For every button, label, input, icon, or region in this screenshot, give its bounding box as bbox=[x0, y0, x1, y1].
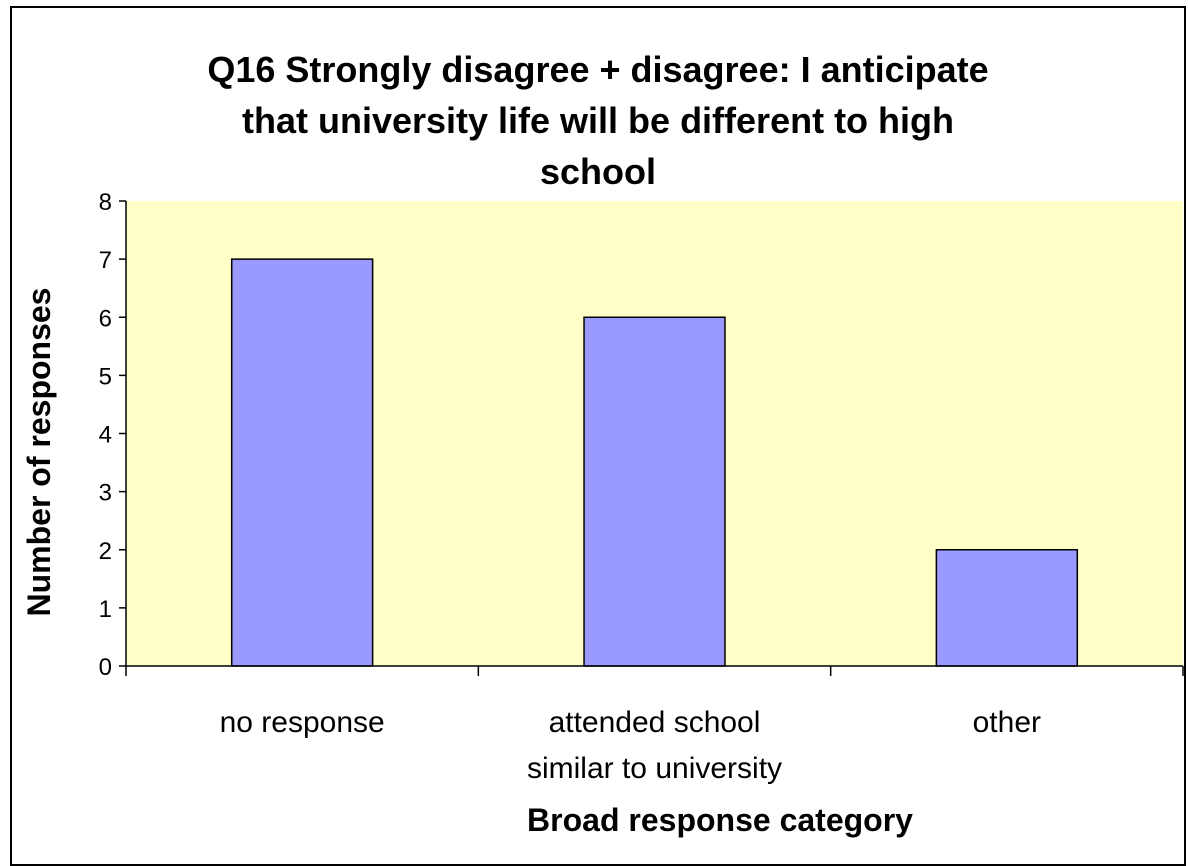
chart-title-line-2: that university life will be different t… bbox=[242, 100, 954, 141]
y-ticks-group: 0 1 2 3 4 5 6 7 8 bbox=[99, 189, 126, 681]
y-tick-label: 0 bbox=[99, 654, 112, 681]
y-tick-label: 8 bbox=[99, 189, 112, 216]
x-axis-title: Broad response category bbox=[527, 802, 913, 838]
y-tick-label: 5 bbox=[99, 363, 112, 390]
x-tick-label: no response bbox=[220, 706, 385, 739]
y-tick-label: 3 bbox=[99, 480, 112, 507]
y-tick-label: 1 bbox=[99, 596, 112, 623]
bar bbox=[230, 258, 374, 667]
y-tick-label: 7 bbox=[99, 247, 112, 274]
y-tick-label: 4 bbox=[99, 422, 112, 449]
bar bbox=[935, 549, 1079, 667]
bars-group bbox=[230, 258, 1079, 667]
y-tick-label: 6 bbox=[99, 305, 112, 332]
x-tick-label: similar to university bbox=[527, 752, 782, 785]
chart-title-line-1: Q16 Strongly disagree + disagree: I anti… bbox=[207, 49, 988, 90]
x-ticks-group bbox=[125, 666, 1184, 676]
y-tick-label: 2 bbox=[99, 538, 112, 565]
chart-title-line-3: school bbox=[540, 151, 656, 192]
x-tick-label: attended school bbox=[549, 706, 761, 739]
x-tick-label: other bbox=[973, 706, 1041, 739]
bar-chart: Q16 Strongly disagree + disagree: I anti… bbox=[21, 49, 1184, 838]
bar bbox=[583, 316, 726, 667]
y-axis-title: Number of responses bbox=[21, 288, 57, 617]
x-tick-labels-group: no response attended school similar to uni… bbox=[220, 706, 1041, 785]
